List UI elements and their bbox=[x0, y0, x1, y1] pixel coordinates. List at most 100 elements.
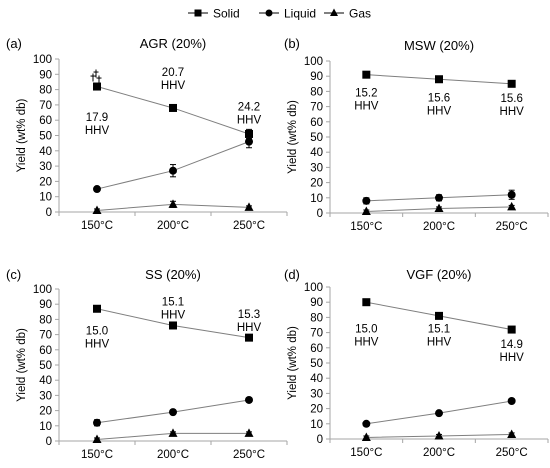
data-point-circle bbox=[435, 409, 443, 418]
data-point-triangle bbox=[92, 434, 102, 443]
data-point-triangle bbox=[168, 428, 178, 437]
legend-marker-triangle bbox=[330, 8, 338, 16]
annotation-value: 17.9 bbox=[86, 112, 108, 124]
y-tick-label: 10 bbox=[310, 193, 323, 205]
data-point-square bbox=[507, 79, 516, 88]
data-point-triangle bbox=[244, 202, 254, 211]
annotation-unit: HHV bbox=[354, 337, 379, 349]
y-tick-label: 90 bbox=[39, 299, 52, 311]
legend-item-liquid: Liquid bbox=[259, 7, 316, 21]
annotation-unit: HHV bbox=[161, 310, 186, 322]
data-point-square bbox=[245, 129, 253, 138]
y-tick-label: 80 bbox=[39, 314, 52, 326]
y-tick-label: 20 bbox=[39, 406, 52, 418]
chart-panel-a: (a) AGR (20%) 0 10 20 30 40 50 60 70 80 90 100 Yield … bbox=[6, 36, 288, 232]
series-liquid bbox=[93, 135, 253, 194]
y-tick-label: 50 bbox=[310, 358, 323, 370]
data-point-triangle bbox=[507, 429, 517, 438]
data-point-triangle bbox=[434, 430, 444, 440]
x-tick-label: 250°C bbox=[496, 447, 528, 459]
x-tick-label: 250°C bbox=[233, 220, 265, 232]
y-axis-label: Yield (wt% db) bbox=[287, 100, 299, 174]
y-tick-label: 100 bbox=[33, 284, 52, 296]
data-point-circle bbox=[93, 185, 101, 194]
chart-title: MSW (20%) bbox=[404, 38, 474, 53]
x-tick-label: 200°C bbox=[157, 449, 189, 461]
annotation-value: 20.7 bbox=[162, 67, 184, 79]
series-gas bbox=[361, 429, 517, 441]
data-point-square bbox=[362, 70, 371, 79]
legend-label: Gas bbox=[349, 7, 371, 21]
y-tick-label: 10 bbox=[39, 421, 52, 433]
y-axis-label: Yield (wt% db) bbox=[16, 328, 28, 402]
annotation-value: 15.3 bbox=[238, 309, 260, 321]
data-point-square bbox=[507, 325, 516, 334]
data-point-triangle bbox=[507, 201, 517, 211]
x-tick-label: 150°C bbox=[350, 221, 382, 233]
y-tick-label: 20 bbox=[310, 178, 323, 190]
annotation-value: 15.2 bbox=[355, 88, 377, 100]
data-point-triangle bbox=[361, 432, 371, 441]
y-tick-label: 100 bbox=[304, 282, 323, 294]
chart-panel-d: (d) VGF (20%) 0 10 20 30 40 50 60 70 80 90 100 Yield … bbox=[284, 267, 549, 459]
y-tick-label: 0 bbox=[317, 208, 323, 220]
y-tick-label: 70 bbox=[310, 328, 323, 340]
legend-marker-circle bbox=[265, 9, 273, 17]
legend-label: Liquid bbox=[284, 7, 316, 21]
annotation-value: 15.0 bbox=[355, 324, 377, 336]
y-tick-label: 100 bbox=[304, 56, 323, 68]
legend-label: Solid bbox=[213, 7, 240, 21]
x-tick-label: 150°C bbox=[81, 449, 113, 461]
data-point-circle bbox=[507, 190, 516, 199]
series-gas bbox=[92, 428, 254, 443]
series-liquid bbox=[362, 397, 516, 428]
y-tick-label: 30 bbox=[310, 388, 323, 400]
data-point-square bbox=[362, 298, 371, 307]
data-point-square bbox=[245, 333, 253, 342]
y-tick-label: 10 bbox=[39, 192, 52, 204]
annotation-value: 15.0 bbox=[86, 326, 108, 338]
x-tick-label: 200°C bbox=[423, 221, 455, 233]
y-tick-label: 50 bbox=[39, 131, 52, 143]
panel-label: (c) bbox=[6, 267, 21, 282]
data-point-square bbox=[435, 75, 443, 84]
y-tick-label: 60 bbox=[39, 115, 52, 127]
annotation-unit: HHV bbox=[427, 105, 452, 117]
series-gas bbox=[92, 199, 254, 214]
panel-label: (a) bbox=[6, 36, 22, 51]
data-point-triangle bbox=[244, 428, 254, 437]
data-point-triangle bbox=[168, 199, 178, 208]
dagger-marker bbox=[96, 75, 102, 84]
legend: Solid Liquid Gas bbox=[188, 7, 371, 21]
data-point-circle bbox=[169, 166, 177, 175]
y-tick-label: 0 bbox=[317, 434, 323, 446]
annotation-value: 15.1 bbox=[428, 324, 450, 336]
data-point-triangle bbox=[434, 203, 444, 212]
y-tick-label: 80 bbox=[39, 85, 52, 97]
y-tick-label: 80 bbox=[310, 312, 323, 324]
x-tick-label: 150°C bbox=[350, 447, 382, 459]
y-tick-label: 90 bbox=[310, 71, 323, 83]
annotation-value: 14.9 bbox=[500, 339, 522, 351]
panels: (a) AGR (20%)0102030405060708090100Yield … bbox=[6, 36, 549, 461]
annotation-unit: HHV bbox=[85, 339, 110, 351]
chart-title: VGF (20%) bbox=[406, 267, 471, 282]
annotation-unit: HHV bbox=[161, 80, 186, 92]
y-axis-label: Yield (wt% db) bbox=[16, 98, 28, 172]
dagger-marker bbox=[93, 69, 99, 78]
chart-title: SS (20%) bbox=[145, 267, 201, 282]
x-tick-label: 200°C bbox=[423, 447, 455, 459]
annotation-value: 24.2 bbox=[238, 101, 260, 113]
y-tick-label: 40 bbox=[310, 147, 323, 159]
data-point-square bbox=[93, 304, 101, 313]
y-tick-label: 80 bbox=[310, 86, 323, 98]
